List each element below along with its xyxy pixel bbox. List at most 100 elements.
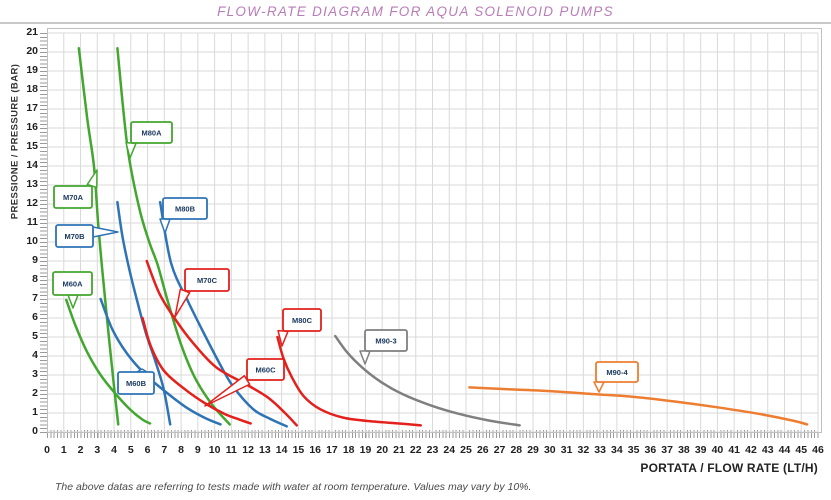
plot-area: M70A M80A M70B M80B M60A M60B M70C M60C M80C M90-…	[46, 28, 822, 433]
x-tick-label: 7	[161, 444, 168, 456]
curve-M90-4	[468, 386, 809, 426]
y-tick-label: 20	[26, 45, 38, 57]
flow-rate-chart: M70A M80A M70B M80B M60A M60B M70C M60C M80C M90-…	[46, 28, 822, 433]
y-tick-label: 12	[26, 197, 38, 209]
y-tick-label: 16	[26, 121, 38, 133]
curve-M80A	[116, 46, 231, 426]
x-tick-label: 40	[711, 444, 724, 456]
curve-M70B	[116, 200, 172, 426]
curve-M80C	[276, 335, 423, 427]
y-tick-label: 2	[32, 387, 38, 399]
x-tick-label: 1	[60, 444, 67, 456]
x-tick-label: 31	[560, 444, 573, 456]
x-tick-label: 10	[208, 444, 221, 456]
curve-M60C	[141, 316, 252, 425]
callout-label-M80A: M80A	[141, 129, 162, 138]
x-tick-label: 6	[144, 444, 151, 456]
x-tick-label: 18	[342, 444, 355, 456]
callout-box-M70B	[55, 224, 94, 248]
x-tick-label: 2	[77, 444, 84, 456]
callout-box-M90-3	[364, 329, 408, 352]
x-tick-label: 25	[460, 444, 472, 456]
callout-label-M80C: M80C	[292, 316, 313, 325]
y-tick-label: 3	[32, 368, 38, 380]
callout-pointer-M70A	[86, 169, 98, 189]
x-tick-label: 28	[510, 444, 523, 456]
x-tick-label: 34	[611, 444, 623, 456]
x-tick-label: 5	[127, 444, 134, 456]
x-tick-label: 0	[44, 444, 50, 456]
x-tick-label: 21	[393, 444, 405, 456]
y-tick-label: 1	[32, 406, 38, 418]
x-tick-label: 11	[225, 444, 237, 456]
callout-pointer-M60C	[204, 374, 251, 407]
x-tick-label: 12	[242, 444, 254, 456]
x-tick-label: 46	[812, 444, 824, 456]
y-tick-label: 0	[32, 425, 38, 437]
x-tick-label: 30	[543, 444, 556, 456]
callout-label-M80B: M80B	[175, 205, 196, 214]
callout-box-M90-4	[595, 361, 639, 383]
callout-label-M70C: M70C	[197, 276, 218, 285]
y-tick-label: 5	[32, 330, 38, 342]
callout-box-M80B	[162, 197, 208, 220]
y-tick-label: 8	[32, 273, 38, 285]
x-tick-label: 14	[275, 444, 288, 456]
y-tick-label: 7	[32, 292, 38, 304]
callout-box-M80A	[130, 121, 173, 144]
x-tick-label: 37	[661, 444, 673, 456]
footnote: The above datas are referring to tests m…	[55, 481, 532, 493]
x-tick-label: 32	[577, 444, 590, 456]
y-tick-label: 19	[26, 64, 38, 76]
curve-M80B	[158, 200, 288, 428]
callout-label-M60C: M60C	[255, 366, 276, 375]
callout-box-M70A	[53, 185, 93, 209]
x-tick-label: 23	[426, 444, 439, 456]
callout-label-M70A: M70A	[63, 193, 84, 202]
y-tick-label: 4	[32, 349, 38, 361]
y-tick-label: 14	[26, 159, 38, 171]
y-tick-label: 21	[26, 26, 38, 38]
callout-box-M80C	[282, 308, 322, 332]
x-tick-label: 43	[761, 444, 774, 456]
chart-title: FLOW-RATE DIAGRAM FOR AQUA SOLENOID PUMP…	[217, 4, 614, 19]
x-tick-label: 22	[409, 444, 422, 456]
x-tick-label: 20	[376, 444, 389, 456]
y-tick-label: 13	[26, 178, 38, 190]
x-tick-label: 26	[476, 444, 489, 456]
curve-M70C	[145, 259, 298, 427]
y-tick-label: 10	[26, 235, 38, 247]
callout-box-M60A	[52, 271, 93, 296]
y-tick-label: 17	[26, 102, 38, 114]
x-tick-label: 42	[745, 444, 757, 456]
curve-M60A	[65, 298, 152, 425]
callout-pointer-M90-3	[359, 350, 371, 365]
callout-box-M60C	[246, 358, 285, 381]
plot-border	[47, 28, 822, 433]
callout-pointer-M90-4	[593, 381, 605, 393]
curve-M70A	[77, 46, 120, 426]
callout-pointer-M80B	[159, 218, 171, 234]
callout-label-M90-4: M90-4	[606, 368, 628, 377]
y-tick-label: 15	[26, 140, 38, 152]
x-tick-label: 44	[778, 444, 791, 456]
x-tick-label: 9	[194, 444, 201, 456]
callout-box-M60B	[117, 371, 155, 395]
x-tick-label: 15	[292, 444, 305, 456]
y-tick-label: 18	[26, 83, 38, 95]
y-tick-label: 9	[32, 254, 38, 266]
x-tick-label: 24	[443, 444, 456, 456]
curve-M60B	[99, 297, 222, 426]
x-tick-label: 33	[594, 444, 606, 456]
y-axis-minor-ticks	[40, 33, 47, 433]
y-tick-label: 11	[26, 216, 38, 228]
x-tick-label: 16	[309, 444, 322, 456]
callout-box-M70C	[184, 268, 230, 292]
x-tick-label: 4	[111, 444, 117, 456]
x-tick-label: 13	[259, 444, 271, 456]
title-divider	[0, 22, 831, 24]
x-tick-label: 3	[94, 444, 101, 456]
x-tick-label: 19	[359, 444, 372, 456]
x-tick-label: 35	[627, 444, 640, 456]
